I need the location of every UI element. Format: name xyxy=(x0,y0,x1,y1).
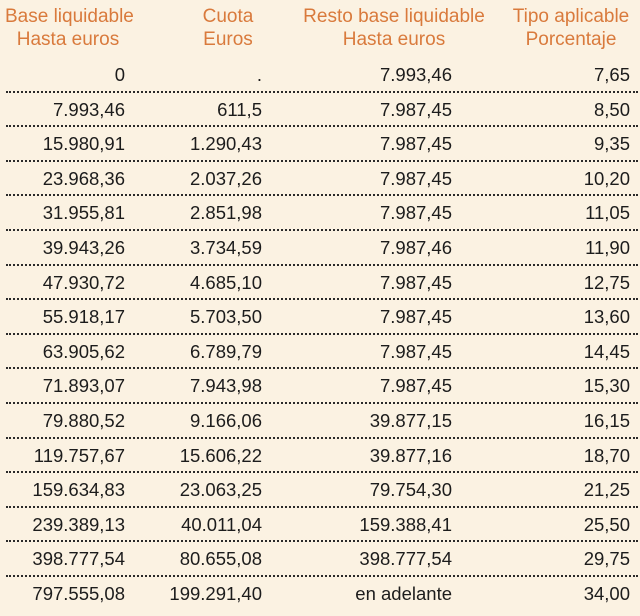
cell-cuota: 80.655,08 xyxy=(179,548,262,570)
cell-resto-base: 79.754,30 xyxy=(369,479,452,501)
cell-tipo-aplicable: 9,35 xyxy=(593,133,630,155)
cell-base-liquidable: 23.968,36 xyxy=(42,167,125,189)
cell-cuota: . xyxy=(256,64,262,85)
cell-resto-base: 39.877,15 xyxy=(369,409,452,431)
cell-base-liquidable: 79.880,52 xyxy=(42,409,125,431)
cell-tipo-aplicable: 10,20 xyxy=(583,167,630,189)
cell-cuota: 2.037,26 xyxy=(189,167,262,189)
cell-resto-base: 7.987,45 xyxy=(379,340,452,362)
column-header-line: Porcentaje xyxy=(525,29,617,50)
cell-base-liquidable: 71.893,07 xyxy=(42,375,125,397)
cell-tipo-aplicable: 25,50 xyxy=(583,513,630,535)
cell-resto-base: 7.993,46 xyxy=(379,64,452,85)
cell-base-liquidable: 7.993,46 xyxy=(52,98,125,120)
cell-base-liquidable: 398.777,54 xyxy=(32,548,125,570)
table-row: 55.918,17 5.703,50 7.987,45 13,60 xyxy=(0,300,640,335)
cell-resto-base: 7.987,45 xyxy=(379,306,452,328)
cell-tipo-aplicable: 21,25 xyxy=(583,479,630,501)
cell-cuota: 4.685,10 xyxy=(189,271,262,293)
table-row: 63.905,62 6.789,79 7.987,45 14,45 xyxy=(0,335,640,370)
cell-cuota: 1.290,43 xyxy=(189,133,262,155)
table-row: 31.955,81 2.851,98 7.987,45 11,05 xyxy=(0,196,640,231)
cell-tipo-aplicable: 14,45 xyxy=(583,340,630,362)
cell-tipo-aplicable: 18,70 xyxy=(583,444,630,466)
table-body: 0. 7.993,46 7,65 7.993,46 611,5 7.987,45 8,50 1… xyxy=(0,58,640,612)
cell-cuota: 15.606,22 xyxy=(179,444,262,466)
cell-resto-base: 7.987,45 xyxy=(379,375,452,397)
table-row: 239.389,13 40.011,04 159.388,41 25,50 xyxy=(0,508,640,543)
cell-base-liquidable: 39.943,26 xyxy=(42,236,125,258)
column-header-line: Cuota xyxy=(202,6,254,27)
table-row: 15.980,91 1.290,43 7.987,45 9,35 xyxy=(0,127,640,162)
cell-resto-base: 7.987,45 xyxy=(379,202,452,224)
cell-base-liquidable: 15.980,91 xyxy=(42,133,125,155)
cell-tipo-aplicable: 12,75 xyxy=(583,271,630,293)
cell-resto-base: en adelante xyxy=(355,582,452,604)
cell-base-liquidable: 63.905,62 xyxy=(42,340,125,362)
cell-base-liquidable: 47.930,72 xyxy=(42,271,125,293)
cell-cuota: 23.063,25 xyxy=(179,479,262,501)
cell-base-liquidable: 0 xyxy=(114,64,125,85)
table-row: 7.993,46 611,5 7.987,45 8,50 xyxy=(0,93,640,128)
cell-tipo-aplicable: 29,75 xyxy=(583,548,630,570)
cell-base-liquidable: 119.757,67 xyxy=(33,444,125,466)
column-header-resto-base: Resto base liquidable Hasta euros xyxy=(300,5,488,51)
table-row: 47.930,72 4.685,10 7.987,45 12,75 xyxy=(0,266,640,301)
cell-base-liquidable: 55.918,17 xyxy=(42,306,125,328)
column-header-line: Resto base liquidable xyxy=(303,6,485,27)
table-row: 398.777,54 80.655,08 398.777,54 29,75 xyxy=(0,542,640,577)
column-header-line: Hasta euros xyxy=(16,29,120,50)
table-row: 797.555,08 199.291,40 en adelante 34,00 xyxy=(0,577,640,612)
cell-cuota: 199.291,40 xyxy=(169,582,262,604)
cell-cuota: 9.166,06 xyxy=(189,409,262,431)
cell-resto-base: 398.777,54 xyxy=(359,548,452,570)
column-header-line: Hasta euros xyxy=(342,29,446,50)
cell-resto-base: 7.987,45 xyxy=(379,98,452,120)
cell-tipo-aplicable: 16,15 xyxy=(583,409,630,431)
table-row: 79.880,52 9.166,06 39.877,15 16,15 xyxy=(0,404,640,439)
table-row: 23.968,36 2.037,26 7.987,45 10,20 xyxy=(0,162,640,197)
cell-resto-base: 7.987,45 xyxy=(379,167,452,189)
cell-cuota: 2.851,98 xyxy=(189,202,262,224)
column-header-cuota: Cuota Euros xyxy=(178,5,278,51)
table-header: Base liquidable Hasta euros Cuota Euros … xyxy=(0,0,640,58)
cell-resto-base: 39.877,16 xyxy=(369,444,452,466)
cell-tipo-aplicable: 8,50 xyxy=(593,98,630,120)
cell-base-liquidable: 797.555,08 xyxy=(32,582,125,604)
cell-base-liquidable: 159.634,83 xyxy=(32,479,125,501)
table-row: 71.893,07 7.943,98 7.987,45 15,30 xyxy=(0,369,640,404)
cell-cuota: 3.734,59 xyxy=(189,236,262,258)
cell-resto-base: 7.987,45 xyxy=(379,271,452,293)
cell-tipo-aplicable: 7,65 xyxy=(593,64,630,85)
table-row: 159.634,83 23.063,25 79.754,30 21,25 xyxy=(0,473,640,508)
cell-tipo-aplicable: 11,05 xyxy=(585,202,630,224)
cell-base-liquidable: 31.955,81 xyxy=(42,202,125,224)
table-row: 39.943,26 3.734,59 7.987,46 11,90 xyxy=(0,231,640,266)
cell-tipo-aplicable: 34,00 xyxy=(583,582,630,604)
cell-cuota: 611,5 xyxy=(217,98,262,120)
cell-tipo-aplicable: 15,30 xyxy=(583,375,630,397)
column-header-line: Tipo aplicable xyxy=(512,6,630,27)
cell-cuota: 5.703,50 xyxy=(189,306,262,328)
cell-cuota: 40.011,04 xyxy=(181,513,262,535)
table-row: 0. 7.993,46 7,65 xyxy=(0,58,640,93)
cell-tipo-aplicable: 11,90 xyxy=(585,236,630,258)
cell-resto-base: 159.388,41 xyxy=(359,513,452,535)
table-row: 119.757,67 15.606,22 39.877,16 18,70 xyxy=(0,439,640,474)
column-header-base-liquidable: Base liquidable Hasta euros xyxy=(5,5,134,51)
cell-cuota: 7.943,98 xyxy=(189,375,262,397)
column-header-line: Euros xyxy=(203,29,253,50)
column-header-line: Base liquidable xyxy=(5,6,134,27)
cell-resto-base: 7.987,46 xyxy=(379,236,452,258)
cell-base-liquidable: 239.389,13 xyxy=(32,513,125,535)
column-header-tipo-aplicable: Tipo aplicable Porcentaje xyxy=(506,5,636,51)
cell-resto-base: 7.987,45 xyxy=(379,133,452,155)
cell-cuota: 6.789,79 xyxy=(189,340,262,362)
cell-tipo-aplicable: 13,60 xyxy=(583,306,630,328)
